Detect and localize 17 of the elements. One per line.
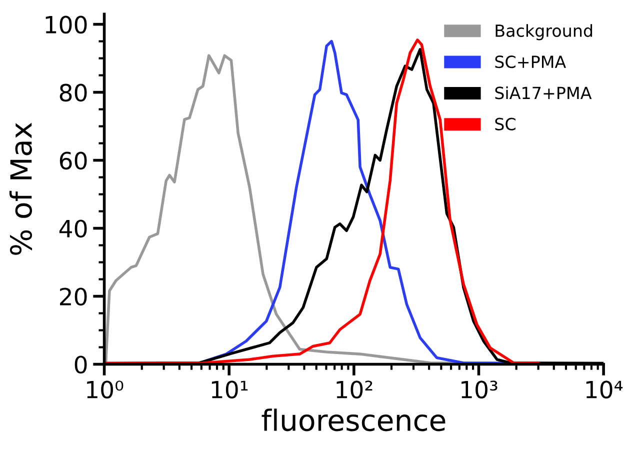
- y-tick-label: 80: [60, 84, 87, 102]
- x-tick-label: 10⁰: [87, 380, 124, 398]
- y-tick-label: 20: [60, 288, 87, 306]
- y-tick-label: 0: [74, 356, 87, 374]
- y-tick-label: 100: [46, 16, 87, 34]
- x-tick-label: 10⁴: [586, 380, 623, 398]
- y-axis-title: % of Max: [9, 122, 32, 255]
- x-tick-label: 10³: [462, 380, 498, 398]
- legend-label: SiA17+PMA: [495, 86, 592, 100]
- legend-label: Background: [496, 24, 592, 40]
- y-tick-label: 60: [60, 152, 87, 170]
- x-tick-label: 10¹: [212, 380, 248, 398]
- y-tick-label: 40: [59, 220, 87, 238]
- x-axis-title: fluorescence: [262, 408, 446, 432]
- x-tick-label: 10²: [336, 380, 372, 398]
- legend-label: SC+PMA: [495, 56, 566, 68]
- legend-label: SC: [495, 118, 516, 130]
